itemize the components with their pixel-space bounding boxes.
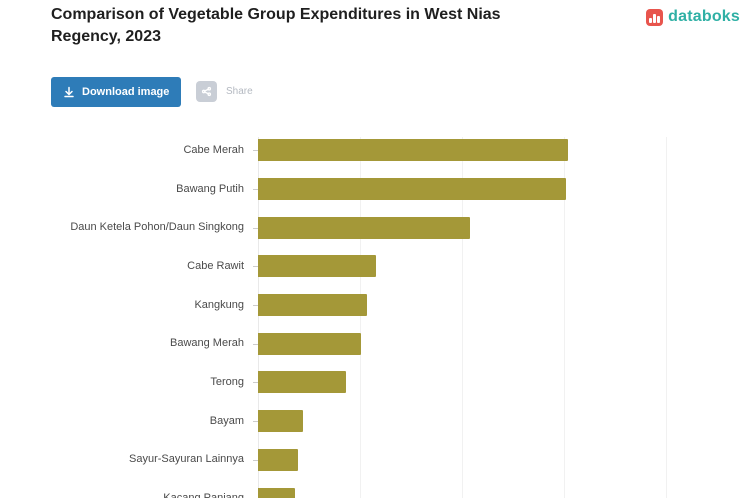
axis-tick [253, 343, 258, 345]
bar[interactable] [258, 371, 346, 394]
bar[interactable] [258, 410, 303, 433]
share-label: Share [226, 86, 253, 97]
chart-row: Cabe Merah [0, 131, 753, 170]
axis-tick [253, 227, 258, 229]
category-label: Bawang Merah [170, 337, 244, 350]
chart-row: Bayam [0, 402, 753, 441]
category-label: Bayam [209, 414, 244, 427]
bar[interactable] [258, 255, 377, 278]
chart-row: Cabe Rawit [0, 247, 753, 286]
chart-row: Daun Ketela Pohon/Daun Singkong [0, 208, 753, 247]
bar-rows: Cabe Merah Bawang Putih Daun Ketela Pohon/… [0, 131, 753, 498]
axis-tick [253, 150, 258, 152]
databoks-boxchart-icon [646, 8, 664, 26]
vertical-gridline [666, 137, 667, 498]
category-label: Sayur-Sayuran Lainnya [129, 453, 244, 466]
axis-tick [253, 459, 258, 461]
category-label: Kangkung [194, 298, 244, 311]
bar[interactable] [258, 178, 567, 201]
chart-row: Kacang Panjang [0, 479, 753, 498]
bar[interactable] [258, 448, 298, 471]
databoks-logo: databoks [646, 8, 740, 26]
category-label: Terong [210, 375, 244, 388]
category-label: Bawang Putih [176, 182, 244, 195]
download-image-button[interactable]: Download image [51, 77, 182, 107]
bar-chart: Cabe Merah Bawang Putih Daun Ketela Pohon/… [0, 131, 753, 498]
axis-tick [253, 266, 258, 268]
chart-title: Comparison of Vegetable Group Expenditur… [51, 6, 501, 45]
bar[interactable] [258, 487, 295, 498]
chart-row: Sayur-Sayuran Lainnya [0, 441, 753, 480]
bar[interactable] [258, 216, 471, 239]
download-button-label: Download image [82, 86, 170, 98]
chart-row: Bawang Merah [0, 324, 753, 363]
axis-tick [253, 305, 258, 307]
category-label: Daun Ketela Pohon/Daun Singkong [70, 221, 244, 234]
category-label: Cabe Rawit [187, 259, 244, 272]
axis-tick [253, 382, 258, 384]
vertical-gridline [360, 137, 361, 498]
vertical-gridline [564, 137, 565, 498]
category-label: Kacang Panjang [0, 492, 252, 498]
chart-row: Kangkung [0, 286, 753, 325]
axis-tick [253, 421, 258, 423]
bar[interactable] [258, 332, 362, 355]
share-control[interactable]: Share [196, 81, 253, 102]
bar[interactable] [258, 294, 368, 317]
share-icon[interactable] [196, 81, 217, 102]
databoks-logo-text: databoks [668, 8, 740, 25]
category-label: Cabe Merah [183, 143, 244, 156]
download-icon [63, 86, 75, 98]
chart-row: Bawang Putih [0, 170, 753, 209]
vertical-gridline [462, 137, 463, 498]
y-axis-line [258, 137, 259, 498]
axis-tick [253, 189, 258, 191]
bar[interactable] [258, 139, 569, 162]
chart-row: Terong [0, 363, 753, 402]
